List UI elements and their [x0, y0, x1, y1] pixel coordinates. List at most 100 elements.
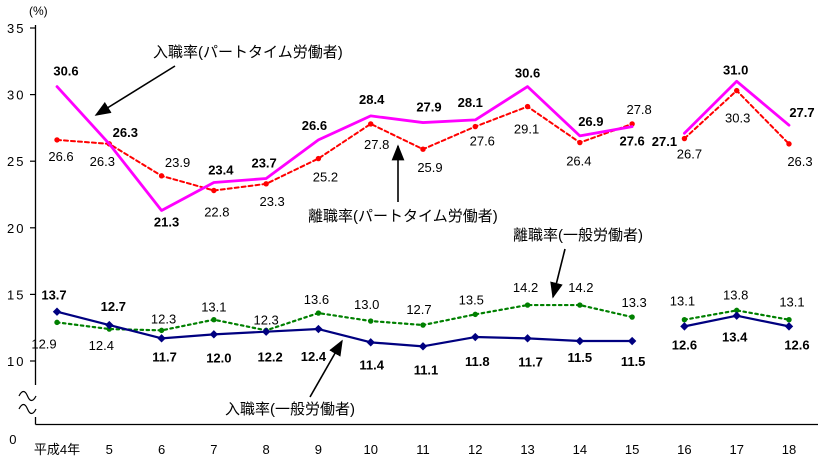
x-tick-label-4: 8 — [263, 442, 270, 457]
point-label-hire-general-10: 11.4 — [359, 357, 384, 372]
marker-sep-general-3 — [211, 317, 217, 323]
x-tick-label-0: 平成4年 — [34, 442, 80, 457]
point-label-hire-parttime-16: 27.1 — [652, 134, 677, 149]
point-label-hire-general-7: 12.0 — [206, 350, 231, 365]
marker-sep-parttime-2 — [158, 173, 165, 179]
point-label-sep-general-7: 13.1 — [201, 300, 226, 315]
point-label-hire-general-14: 11.5 — [568, 350, 593, 365]
point-label-sep-general-5: 12.4 — [89, 338, 114, 353]
marker-hire-general-9 — [523, 334, 532, 343]
point-label-hire-parttime-6: 21.3 — [154, 214, 179, 229]
point-label-hire-parttime-15: 27.6 — [619, 134, 644, 149]
point-label-sep-general-15: 13.3 — [621, 295, 646, 310]
marker-sep-parttime-7 — [420, 146, 426, 152]
marker-sep-parttime-13 — [734, 87, 740, 94]
marker-sep-general-9 — [524, 302, 531, 308]
point-label-sep-parttime-5: 26.3 — [90, 154, 115, 169]
annotation-sep-parttime: 離職率(パートタイム労働者) — [308, 208, 498, 225]
series-line-sep-parttime — [56, 105, 634, 192]
annotation-arrow-hire-general — [309, 339, 343, 398]
point-label-sep-general-17: 13.8 — [723, 287, 748, 302]
point-label-hire-parttime-11: 27.9 — [416, 100, 441, 115]
marker-sep-parttime-9 — [524, 103, 531, 110]
series-line-hire-parttime — [683, 79, 791, 135]
point-label-hire-general-18: 12.6 — [784, 337, 809, 352]
marker-sep-parttime-4 — [263, 181, 269, 187]
x-tick-label-7: 11 — [416, 442, 430, 457]
point-label-sep-parttime-18: 26.3 — [787, 154, 812, 169]
marker-sep-general-13 — [734, 307, 740, 314]
series-line-hire-parttime — [55, 85, 634, 212]
point-label-hire-parttime-7: 23.4 — [208, 163, 234, 178]
x-tick-label-10: 14 — [573, 442, 587, 457]
marker-hire-general-11 — [627, 336, 637, 346]
marker-hire-general-7 — [418, 342, 428, 351]
point-label-sep-parttime-6: 23.9 — [165, 155, 190, 170]
point-label-hire-general-5: 12.7 — [101, 299, 126, 314]
x-tick-label-14: 18 — [782, 442, 796, 457]
point-label-sep-parttime-8: 23.3 — [259, 194, 284, 209]
x-tick-label-2: 6 — [158, 442, 165, 457]
point-label-sep-general-12: 13.5 — [459, 292, 484, 307]
marker-hire-general-13 — [732, 311, 741, 320]
point-label-hire-parttime-5: 26.3 — [113, 125, 138, 140]
y-tick-label-0: 0 — [9, 432, 18, 447]
x-tick-label-11: 15 — [625, 442, 639, 457]
point-label-sep-general-9: 13.6 — [304, 292, 329, 307]
point-label-sep-general-8: 12.3 — [253, 312, 278, 327]
marker-sep-parttime-14 — [786, 141, 792, 147]
annotation-arrow-sep-general — [550, 248, 566, 299]
marker-sep-general-2 — [158, 327, 165, 334]
point-label-hire-parttime-13: 30.6 — [515, 66, 540, 81]
marker-sep-parttime-6 — [368, 121, 374, 127]
marker-sep-general-5 — [315, 310, 322, 316]
x-tick-label-6: 10 — [363, 442, 377, 457]
marker-sep-parttime-3 — [211, 187, 217, 194]
point-label-sep-general-13: 14.2 — [513, 280, 538, 295]
y-tick-label-15: 15 — [7, 287, 25, 302]
point-label-sep-parttime-14: 26.4 — [566, 154, 591, 169]
marker-hire-general-1 — [105, 320, 114, 330]
marker-sep-general-10 — [577, 302, 583, 308]
x-tick-label-3: 7 — [210, 442, 217, 457]
annotation-sep-general: 離職率(一般労働者) — [513, 227, 643, 244]
marker-hire-general-5 — [314, 324, 323, 334]
marker-sep-parttime-12 — [681, 135, 688, 142]
point-label-hire-general-6: 11.7 — [152, 349, 177, 364]
marker-sep-parttime-5 — [315, 155, 322, 162]
point-label-hire-parttime-12: 28.1 — [458, 95, 483, 110]
x-tick-label-13: 17 — [729, 442, 743, 457]
marker-sep-parttime-10 — [577, 139, 583, 146]
point-label-sep-parttime-15: 27.8 — [626, 102, 651, 117]
annotation-hire-parttime: 入職率(パートタイム労働者) — [153, 44, 343, 61]
marker-sep-general-11 — [629, 314, 635, 320]
point-label-sep-parttime-12: 27.6 — [470, 134, 495, 149]
point-label-sep-general-16: 13.1 — [670, 294, 695, 309]
point-label-sep-parttime-17: 30.3 — [725, 111, 750, 126]
marker-hire-general-8 — [471, 332, 480, 342]
point-label-sep-parttime-10: 27.8 — [364, 137, 389, 152]
marker-hire-general-0 — [52, 307, 62, 316]
marker-sep-general-14 — [786, 317, 792, 323]
annotation-hire-general: 入職率(一般労働者) — [225, 401, 355, 418]
y-tick-label-30: 30 — [7, 88, 25, 103]
x-tick-label-9: 13 — [520, 442, 534, 457]
x-tick-label-8: 12 — [468, 442, 482, 457]
point-label-hire-parttime-8: 23.7 — [251, 156, 276, 171]
marker-hire-general-4 — [261, 327, 271, 336]
marker-sep-general-12 — [681, 317, 688, 323]
point-label-sep-general-18: 13.1 — [779, 295, 804, 310]
marker-hire-general-12 — [680, 322, 689, 331]
point-label-sep-general-6: 12.3 — [151, 311, 176, 326]
point-label-sep-parttime-11: 25.9 — [417, 160, 442, 175]
point-label-sep-general-10: 13.0 — [354, 297, 379, 312]
point-label-hire-parttime-10: 28.4 — [359, 92, 385, 107]
point-label-hire-general-平成4年: 13.7 — [41, 288, 66, 303]
point-label-sep-general-11: 12.7 — [406, 302, 431, 317]
point-label-sep-parttime-7: 22.8 — [204, 205, 229, 220]
point-label-hire-parttime-18: 27.7 — [789, 105, 814, 120]
point-label-hire-general-13: 11.7 — [518, 354, 543, 369]
point-label-hire-general-15: 11.5 — [621, 354, 646, 369]
